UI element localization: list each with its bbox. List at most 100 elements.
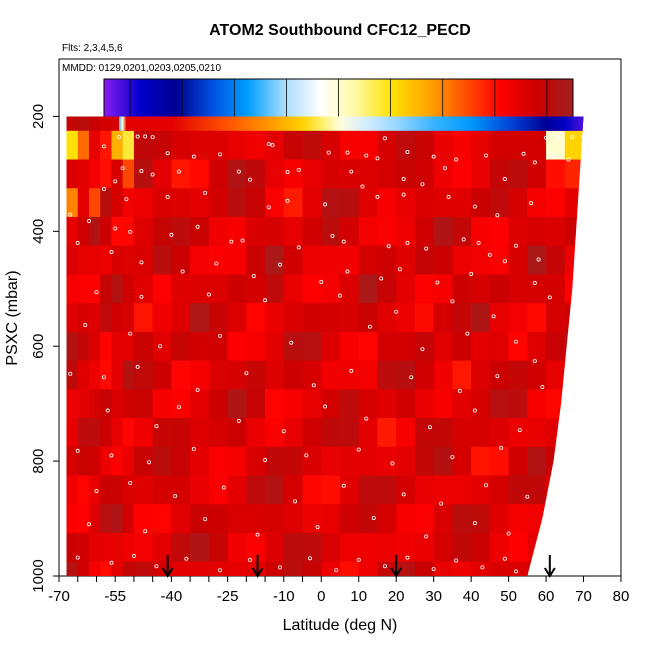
heatmap-cell (321, 216, 341, 247)
heatmap-cell (88, 418, 101, 448)
observation-point (116, 135, 121, 140)
heatmap-cell (227, 360, 247, 390)
observation-point (330, 233, 335, 238)
heatmap-cell (111, 446, 124, 477)
observation-point (521, 151, 526, 156)
observation-point (431, 567, 436, 572)
heatmap-cell (152, 360, 172, 390)
heatmap-cell (77, 504, 90, 534)
observation-point (278, 262, 283, 267)
heatmap-cell (396, 216, 416, 247)
heatmap-cell (452, 360, 472, 390)
heatmap-cell (122, 475, 135, 505)
flight-arrows (161, 555, 556, 578)
heatmap-cell (66, 532, 79, 563)
heatmap-cell (227, 418, 247, 448)
heatmap-cell (471, 446, 491, 477)
heatmap-cell (246, 389, 266, 419)
heatmap-cell (77, 331, 90, 362)
observation-point (68, 371, 73, 376)
heatmap-cell (265, 446, 285, 477)
observation-point (266, 205, 271, 210)
observation-point (326, 150, 331, 155)
heatmap-cell (265, 389, 285, 419)
heatmap-cell (358, 532, 379, 563)
observation-point (401, 492, 406, 497)
heatmap-cell (358, 561, 379, 576)
heatmap-cell (564, 303, 584, 333)
heatmap-cell (321, 504, 341, 534)
heatmap-cell (190, 274, 210, 304)
heatmap-cell (471, 274, 491, 304)
heatmap-cell (208, 303, 229, 333)
observation-point (532, 160, 537, 165)
heatmap-cell (452, 130, 472, 161)
observation-point (446, 194, 451, 199)
heatmap-cell (152, 130, 172, 161)
observation-point (502, 259, 507, 264)
heatmap-cell (546, 274, 566, 304)
heatmap-cell (489, 561, 510, 576)
heatmap-cell (122, 274, 135, 304)
heatmap-cell (88, 188, 101, 218)
observation-point (83, 322, 88, 327)
observation-point (461, 237, 466, 242)
heatmap-cell (100, 504, 113, 534)
heatmap-cell (508, 360, 528, 390)
heatmap-cell (302, 245, 322, 276)
heatmap-cell (546, 418, 566, 448)
heatmap-cell (227, 331, 247, 362)
heatmap-cell (396, 418, 416, 448)
heatmap-cell (377, 389, 397, 419)
heatmap-cell (302, 159, 322, 189)
heatmap-cell (77, 446, 90, 477)
observation-point (323, 404, 328, 409)
heatmap-cell (208, 360, 229, 390)
observation-point (532, 359, 537, 364)
heatmap-cell (283, 331, 304, 362)
heatmap-cell (546, 188, 566, 218)
heatmap-cell (100, 475, 113, 505)
heatmap-cell (546, 331, 566, 362)
observation-point (529, 201, 534, 206)
observation-point (293, 499, 298, 504)
heatmap-cell (77, 116, 90, 132)
observation-point (514, 243, 519, 248)
heatmap-cell (546, 130, 566, 161)
heatmap-cell (100, 159, 113, 189)
observation-point (158, 344, 163, 349)
heatmap-cell (122, 331, 135, 362)
heatmap-cell (66, 331, 79, 362)
heatmap-cell (340, 216, 360, 247)
heatmap-cell (265, 130, 285, 161)
heatmap-cell (340, 130, 360, 161)
chart-title: ATOM2 Southbound CFC12_PECD (209, 22, 471, 39)
observation-point (371, 515, 376, 520)
heatmap-cell (77, 532, 90, 563)
heatmap-cell (283, 446, 304, 477)
heatmap-cell (489, 475, 510, 505)
observation-point (345, 150, 350, 155)
heatmap-cell (133, 360, 154, 390)
heatmap-cell (246, 274, 266, 304)
heatmap-cell (171, 532, 191, 563)
heatmap-cell (208, 475, 229, 505)
heatmap-cell (190, 188, 210, 218)
heatmap-cell (321, 159, 341, 189)
heatmap-cell (396, 130, 416, 161)
heatmap-cell (66, 303, 79, 333)
observation-point (502, 177, 507, 182)
heatmap-cell (133, 504, 154, 534)
heatmap-cell (471, 216, 491, 247)
observation-point (566, 157, 571, 162)
observation-point (139, 169, 144, 174)
observation-point (544, 135, 549, 140)
heatmap-cell (171, 188, 191, 218)
heatmap-cell (171, 475, 191, 505)
heatmap-cell (433, 130, 453, 161)
heatmap-cell (377, 504, 397, 534)
heatmap-cell (377, 274, 397, 304)
observation-point (442, 166, 447, 171)
observation-point (308, 556, 313, 561)
